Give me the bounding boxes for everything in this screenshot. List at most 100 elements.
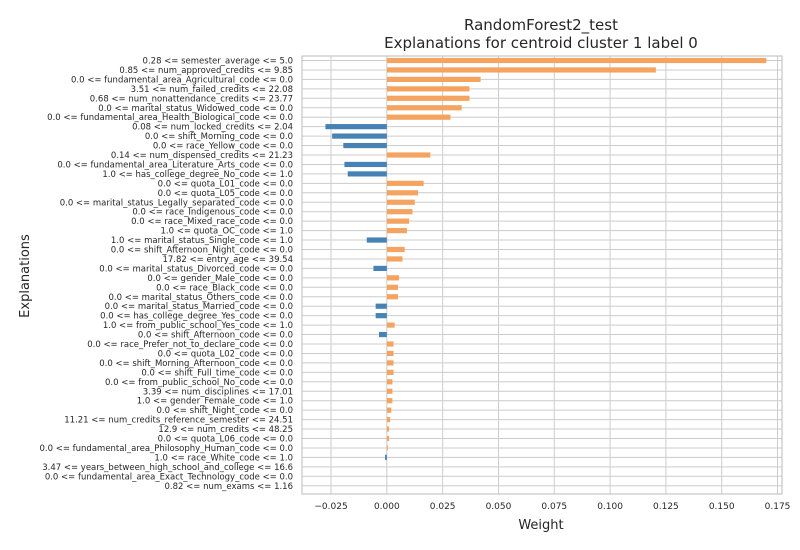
x-tick-label: 0.075: [541, 502, 567, 512]
plot-frame: [301, 55, 783, 495]
y-tick-label: 0.0 <= shift_Afternoon_Night_code <= 0.0: [111, 246, 293, 256]
y-tick-label: 0.0 <= shift_Morning_Afternoon_code <= 0…: [99, 359, 293, 369]
y-tick-label: 1.0 <= gender_Female_code <= 1.0: [137, 397, 293, 407]
bar: [386, 398, 393, 404]
y-tick-label: 11.21 <= num_credits_reference_semester …: [64, 416, 293, 426]
y-tick-label: 1.0 <= has_college_degree_No_code <= 1.0: [102, 170, 293, 180]
x-tick-label: 0.175: [765, 502, 791, 512]
y-tick-label: 0.08 <= num_locked_credits <= 2.04: [132, 123, 293, 133]
y-tick-label: 0.0 <= from_public_school_No_code <= 0.0: [105, 378, 293, 388]
bar: [386, 190, 419, 196]
bar: [386, 209, 413, 215]
bar: [386, 407, 392, 413]
bar: [386, 228, 407, 234]
bar: [386, 57, 767, 64]
y-tick-label: 1.0 <= quota_OC_code <= 1.0: [161, 227, 293, 237]
bars: [325, 57, 767, 460]
y-tick-label: 0.0 <= marital_status_Legally_separated_…: [60, 198, 293, 208]
y-tick-label: 0.0 <= race_Indigenous_code <= 0.0: [132, 208, 293, 218]
y-tick-label: 1.0 <= marital_status_Single_code <= 1.0: [111, 236, 293, 246]
bar: [347, 171, 387, 177]
bar: [385, 454, 387, 460]
y-tick-labels: 0.28 <= semester_average <= 5.00.85 <= n…: [40, 57, 294, 492]
y-tick-label: 0.0 <= fundamental_area_Literature_Arts_…: [57, 160, 293, 170]
y-tick-label: 0.28 <= semester_average <= 5.0: [143, 57, 293, 67]
x-tick-label: −0.025: [314, 502, 347, 512]
y-tick-label: 3.51 <= num_failed_credits <= 22.08: [131, 85, 293, 95]
y-tick-label: 0.0 <= race_Yellow_code <= 0.0: [153, 142, 293, 152]
y-tick-label: 0.0 <= shift_Afternoon_code <= 0.0: [138, 331, 293, 341]
y-axis-label: Explanations: [18, 234, 33, 318]
bar: [386, 369, 394, 375]
x-tick-label: 0.000: [374, 502, 400, 512]
bar: [386, 379, 393, 385]
chart-subtitle: Explanations for centroid cluster 1 labe…: [384, 34, 698, 52]
bar: [386, 86, 470, 92]
y-tick-label: 0.0 <= marital_status_Married_code <= 0.…: [105, 302, 293, 312]
bar: [386, 426, 390, 432]
y-tick-label: 0.82 <= num_exams <= 1.16: [165, 482, 293, 492]
y-tick-label: 0.0 <= race_Black_code <= 0.0: [156, 283, 293, 293]
bar: [386, 152, 431, 158]
x-tick-label: 0.150: [709, 502, 735, 512]
bar: [375, 313, 387, 319]
y-tick-label: 0.0 <= marital_status_Divorced_code <= 0…: [99, 264, 293, 274]
bar: [386, 388, 393, 394]
bar: [325, 124, 387, 130]
bar: [386, 114, 451, 120]
y-tick-label: 0.14 <= num_dispensed_credits <= 21.23: [111, 151, 293, 161]
bar: [386, 105, 462, 111]
y-tick-label: 0.0 <= marital_status_Widowed_code <= 0.…: [98, 104, 293, 114]
bar: [386, 76, 481, 82]
y-tick-label: 0.68 <= num_nonattendance_credits <= 23.…: [90, 94, 293, 104]
y-tick-label: 1.0 <= from_public_school_Yes_code <= 1.…: [103, 321, 293, 331]
bar: [386, 350, 394, 357]
bar: [386, 246, 405, 253]
x-tick-label: 0.125: [653, 502, 679, 512]
y-tick-label: 0.0 <= marital_status_Others_code <= 0.0: [108, 293, 293, 303]
x-axis-label: Weight: [518, 518, 563, 533]
y-tick-label: 0.0 <= quota_L06_code <= 0.0: [158, 435, 293, 445]
y-tick-label: 0.0 <= race_Prefer_not_to_declare_code <…: [87, 340, 293, 350]
y-tick-label: 0.0 <= has_college_degree_Yes_code <= 0.…: [100, 312, 293, 322]
bar: [379, 331, 387, 338]
y-tick-label: 0.0 <= gender_Male_code <= 0.0: [147, 274, 293, 284]
y-tick-label: 0.0 <= fundamental_area_Health_Biologica…: [47, 113, 293, 123]
bar: [386, 445, 388, 451]
bar: [386, 284, 398, 290]
bar: [386, 256, 403, 262]
y-tick-label: 12.9 <= num_credits <= 48.25: [158, 425, 293, 435]
y-tick-label: 0.0 <= race_Mixed_race_code <= 0.0: [131, 217, 293, 227]
y-tick-label: 17.82 <= entry_age <= 39.54: [162, 255, 293, 265]
y-tick-label: 0.0 <= quota_L05_code <= 0.0: [158, 189, 293, 199]
bar: [375, 303, 387, 309]
x-tick-labels: −0.025 0.000 0.025 0.050 0.075 0.100 0.125 0.15…: [314, 502, 790, 512]
y-tick-label: 0.0 <= quota_L01_code <= 0.0: [158, 179, 293, 189]
y-tick-label: 3.47 <= years_between_high_school_and_co…: [42, 463, 293, 473]
x-tick-label: 0.100: [597, 502, 623, 512]
bar: [386, 218, 410, 224]
bar: [386, 322, 395, 328]
bar: [386, 341, 394, 347]
bar: [344, 161, 387, 168]
bar: [386, 199, 415, 205]
y-tick-label: 0.0 <= fundamental_area_Agricultural_cod…: [71, 75, 293, 85]
bar: [386, 417, 391, 423]
bar: [332, 133, 387, 139]
chart-title: RandomForest2_test: [464, 16, 618, 35]
bar: [366, 237, 387, 243]
y-tick-label: 0.0 <= quota_L02_code <= 0.0: [158, 349, 293, 359]
y-tick-label: 0.0 <= shift_Morning_code <= 0.0: [145, 132, 293, 142]
y-tick-label: 3.39 <= num_disciplines <= 17.01: [143, 387, 293, 397]
y-tick-label: 0.0 <= shift_Full_time_code <= 0.0: [141, 368, 293, 378]
x-tick-label: 0.025: [430, 502, 456, 512]
x-tick-label: 0.050: [486, 502, 512, 512]
bar: [386, 180, 424, 186]
bar: [386, 294, 398, 300]
y-tick-label: 0.0 <= shift_Night_code <= 0.0: [156, 406, 293, 416]
grid-lines: [302, 56, 782, 494]
bar: [386, 275, 400, 281]
y-tick-label: 1.0 <= race_White_code <= 1.0: [154, 453, 293, 463]
y-tick-label: 0.0 <= fundamental_area_Philosophy_Human…: [40, 444, 294, 454]
